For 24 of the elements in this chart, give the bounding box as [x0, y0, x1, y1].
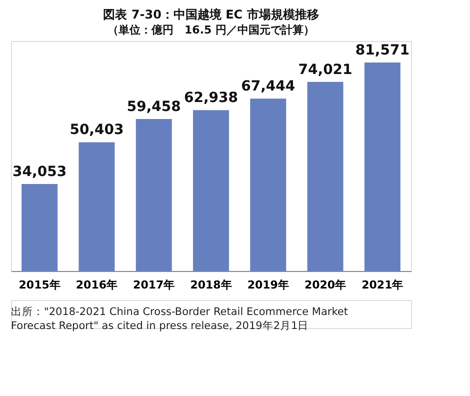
- bar: [78, 142, 115, 271]
- x-tick-label: 2017年: [133, 278, 175, 292]
- data-label: 62,938: [184, 90, 238, 106]
- data-label: 74,021: [298, 62, 352, 78]
- data-label: 67,444: [241, 78, 296, 95]
- text: 出所："2018-2021 China Cross-Border Retail Ecommerce Market Forecast Report" as cited in press release, 2019年2月1日: [11, 305, 348, 332]
- data-label: 81,571: [355, 42, 410, 59]
- x-tick-label: 2018年: [190, 278, 232, 292]
- x-tick-label: 2020年: [304, 278, 346, 292]
- chart-title: 図表 7-30：中国越境 EC 市場規模推移: [103, 8, 319, 22]
- bar: [136, 119, 172, 271]
- bar: [364, 62, 400, 271]
- chart-subtitle: （単位：億円 16.5 円／中国元で計算）: [108, 24, 314, 36]
- x-tick-label: 2019年: [247, 278, 289, 292]
- x-tick-label: 2021年: [362, 278, 404, 292]
- data-label: 50,403: [70, 122, 124, 138]
- bar: [193, 110, 229, 271]
- bar: [250, 98, 286, 271]
- data-label: 34,053: [12, 164, 67, 180]
- data-label: 59,458: [126, 99, 181, 116]
- bar: [22, 184, 58, 271]
- bar: [307, 82, 344, 271]
- x-tick-label: 2015年: [18, 278, 60, 292]
- x-tick-label: 2016年: [76, 278, 118, 292]
